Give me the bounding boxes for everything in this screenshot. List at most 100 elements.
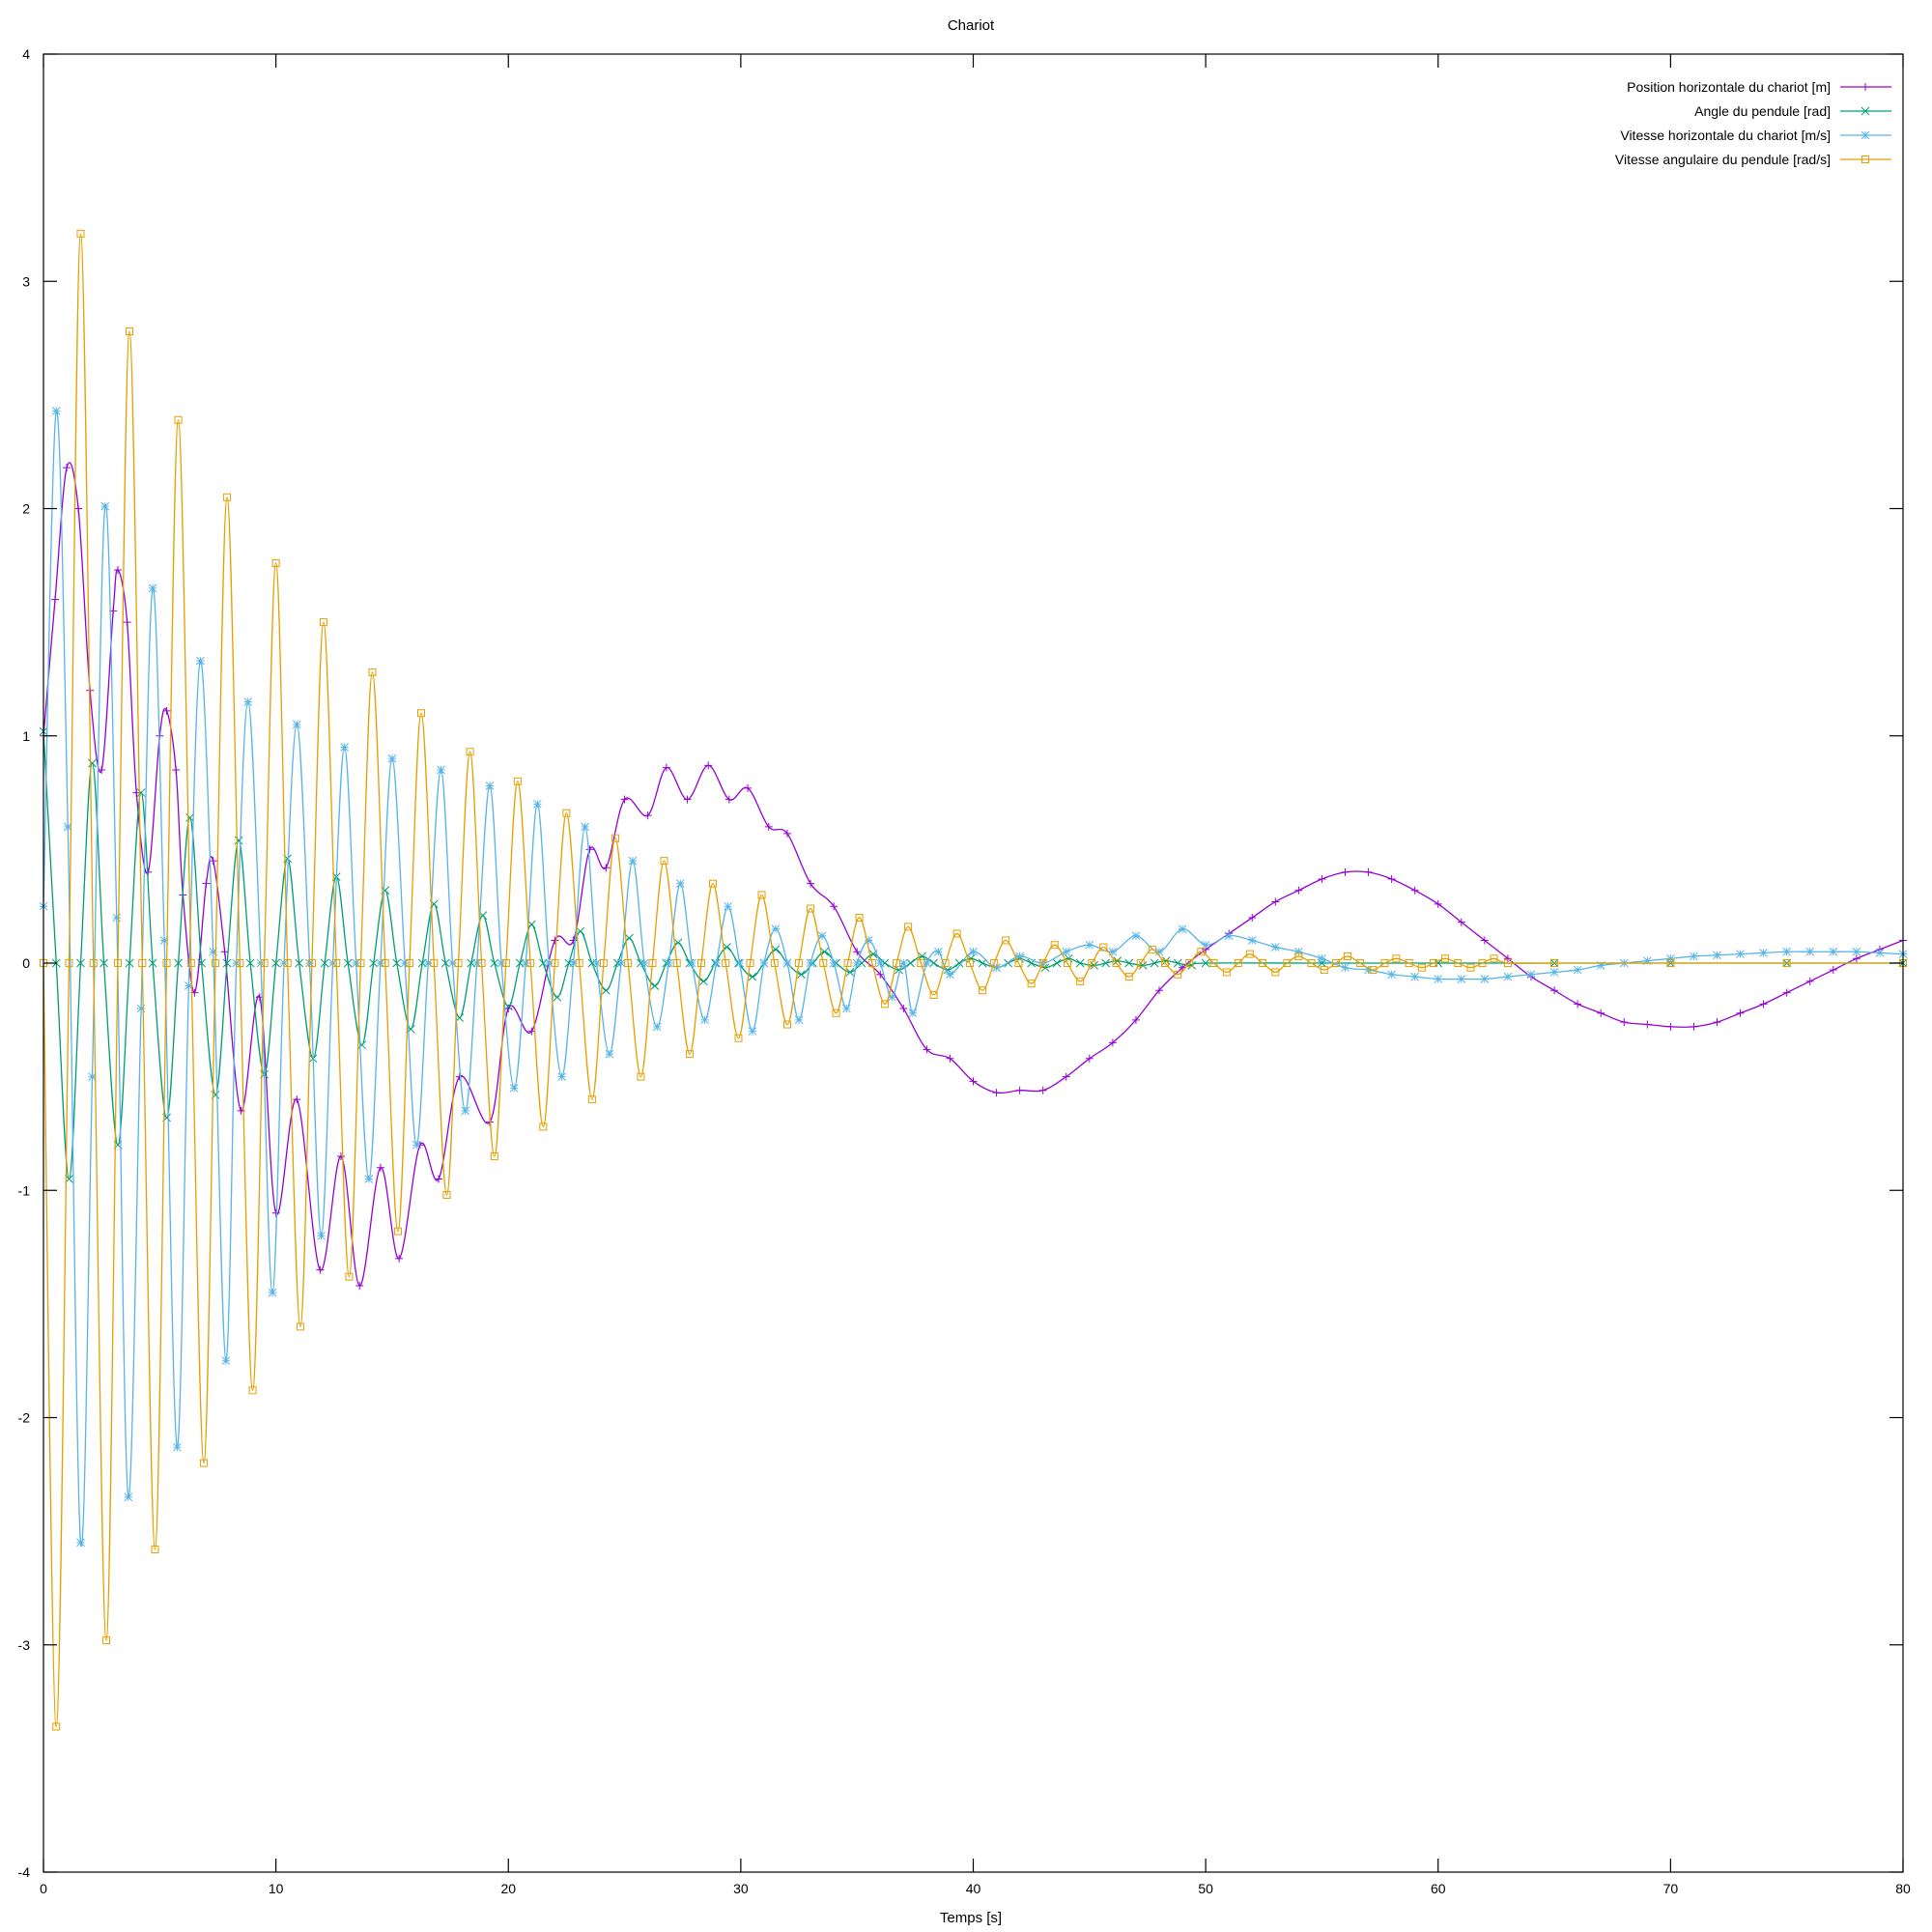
data-point — [557, 1072, 566, 1081]
data-point — [1549, 968, 1559, 977]
data-point — [1248, 913, 1257, 922]
data-point — [1829, 947, 1838, 956]
data-point — [1573, 965, 1582, 975]
data-point — [173, 1442, 182, 1452]
data-point — [148, 583, 157, 593]
data-point — [124, 1492, 133, 1502]
data-point — [1503, 954, 1512, 963]
data-point — [1713, 951, 1721, 960]
data-point — [202, 879, 211, 888]
y-tick-label: 4 — [22, 46, 30, 62]
data-point — [1015, 952, 1024, 961]
data-point — [52, 1722, 61, 1731]
x-tick-label: 40 — [966, 1881, 981, 1896]
data-point — [1318, 874, 1326, 883]
data-point — [545, 958, 554, 968]
data-point — [1052, 958, 1062, 968]
x-tick-label: 80 — [1895, 1881, 1911, 1896]
data-point — [148, 958, 157, 968]
data-point — [587, 1095, 596, 1104]
data-point — [675, 879, 685, 889]
data-point — [599, 959, 608, 967]
data-point — [1736, 1009, 1745, 1017]
data-point — [1642, 956, 1652, 966]
legend-marker — [1861, 83, 1869, 91]
data-point — [76, 229, 85, 238]
data-point — [1736, 950, 1745, 958]
data-point — [1380, 959, 1389, 967]
data-point — [1434, 899, 1442, 908]
data-point — [770, 959, 779, 967]
data-point — [592, 958, 602, 968]
legend-marker — [1861, 156, 1869, 163]
data-point — [490, 1151, 498, 1160]
data-point — [585, 845, 594, 854]
data-point — [455, 1072, 464, 1081]
data-point — [352, 958, 360, 968]
data-point — [712, 958, 721, 968]
data-point — [1108, 1038, 1117, 1047]
data-point — [442, 1190, 451, 1199]
data-point — [795, 959, 804, 967]
data-point — [625, 933, 634, 943]
data-point — [1480, 975, 1490, 983]
data-point — [100, 501, 110, 511]
data-point — [923, 1045, 931, 1054]
series-4 — [40, 229, 1907, 1731]
data-point — [376, 958, 385, 968]
legend-item: Vitesse horizontale du chariot [m/s] — [1620, 128, 1891, 143]
legend-marker — [1861, 106, 1870, 116]
data-point — [1038, 959, 1047, 967]
data-point — [1405, 959, 1413, 967]
data-point — [1112, 959, 1121, 967]
data-point — [1245, 950, 1254, 958]
x-tick-label: 10 — [269, 1881, 284, 1896]
x-tick-label: 70 — [1663, 1881, 1679, 1896]
data-point — [1410, 972, 1420, 981]
legend-marker — [1861, 130, 1870, 140]
data-point — [1341, 963, 1350, 973]
data-point — [320, 958, 329, 968]
data-point — [1197, 948, 1206, 956]
data-point — [929, 990, 938, 999]
legend-item: Position horizontale du chariot [m] — [1627, 79, 1891, 95]
data-point — [200, 1459, 209, 1467]
data-point — [1417, 963, 1426, 972]
series-layer — [39, 229, 1908, 1731]
data-point — [337, 1151, 345, 1160]
data-point — [562, 809, 571, 817]
data-point — [212, 959, 220, 967]
data-point — [764, 822, 773, 831]
data-point — [1209, 959, 1218, 967]
data-point — [405, 959, 413, 967]
data-point — [395, 1254, 404, 1263]
data-point — [526, 959, 535, 967]
data-point — [1174, 970, 1182, 979]
data-point — [1434, 958, 1443, 968]
series-line — [43, 410, 1904, 1547]
data-point — [664, 958, 673, 968]
data-point — [1829, 966, 1837, 975]
data-point — [1410, 886, 1419, 895]
data-point — [435, 1175, 443, 1183]
data-point — [817, 931, 827, 941]
data-point — [461, 1106, 470, 1116]
data-point — [65, 959, 73, 967]
data-point — [364, 1175, 374, 1183]
data-point — [114, 566, 122, 575]
data-point — [509, 1084, 519, 1093]
data-point — [477, 959, 486, 967]
data-point — [855, 913, 864, 922]
series-3 — [39, 406, 1908, 1548]
data-point — [832, 1009, 840, 1017]
data-point — [648, 959, 657, 967]
data-point — [1429, 959, 1437, 967]
data-point — [628, 856, 638, 866]
data-point — [1782, 988, 1791, 997]
data-point — [807, 879, 815, 888]
data-point — [1596, 960, 1605, 970]
data-point — [1085, 1054, 1094, 1063]
data-point — [624, 959, 633, 967]
data-point — [969, 947, 978, 956]
data-point — [98, 766, 106, 775]
